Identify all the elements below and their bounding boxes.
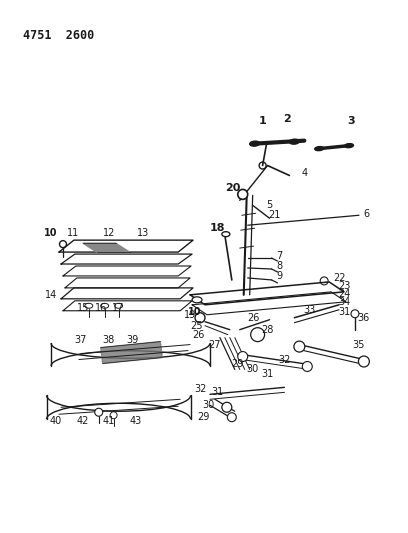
Text: 8: 8 — [277, 261, 283, 271]
Text: 9: 9 — [277, 271, 283, 281]
Text: 12: 12 — [102, 228, 115, 238]
Text: 21: 21 — [268, 210, 281, 220]
Ellipse shape — [302, 361, 312, 372]
Text: 22: 22 — [333, 273, 345, 283]
Ellipse shape — [222, 232, 230, 237]
Text: 23: 23 — [338, 281, 350, 291]
Text: 10: 10 — [44, 228, 58, 238]
Text: 31: 31 — [338, 307, 350, 317]
Ellipse shape — [251, 328, 264, 342]
Text: 5: 5 — [266, 200, 273, 211]
Text: 30: 30 — [246, 365, 259, 375]
Text: 28: 28 — [262, 325, 274, 335]
Ellipse shape — [192, 297, 202, 303]
Text: 15: 15 — [77, 303, 89, 313]
Text: 4751  2600: 4751 2600 — [23, 29, 95, 42]
Text: 6: 6 — [364, 209, 370, 219]
Ellipse shape — [250, 141, 259, 146]
Ellipse shape — [238, 189, 248, 199]
Text: 18: 18 — [210, 223, 226, 233]
Text: 26: 26 — [192, 329, 204, 340]
Ellipse shape — [351, 310, 359, 318]
Ellipse shape — [227, 413, 236, 422]
Polygon shape — [101, 342, 162, 364]
Ellipse shape — [294, 341, 305, 352]
Text: 37: 37 — [75, 335, 87, 345]
Text: 3: 3 — [347, 116, 355, 126]
Text: 35: 35 — [353, 340, 365, 350]
Ellipse shape — [222, 402, 232, 412]
Text: 29: 29 — [232, 359, 244, 369]
Text: 27: 27 — [208, 340, 221, 350]
Text: 4: 4 — [301, 168, 307, 179]
Text: 2: 2 — [284, 114, 291, 124]
Text: 43: 43 — [129, 416, 142, 426]
Text: 1: 1 — [259, 116, 266, 126]
Text: 32: 32 — [194, 384, 206, 394]
Text: 36: 36 — [358, 313, 370, 323]
Text: 11: 11 — [67, 228, 79, 238]
Ellipse shape — [344, 143, 353, 148]
Ellipse shape — [95, 408, 103, 416]
Text: 25: 25 — [190, 321, 202, 330]
Text: 10: 10 — [188, 307, 202, 317]
Text: 39: 39 — [126, 335, 139, 345]
Text: 26: 26 — [248, 313, 260, 323]
Text: 16: 16 — [95, 303, 107, 313]
Text: 14: 14 — [45, 290, 57, 300]
Text: 41: 41 — [102, 416, 115, 426]
Text: 38: 38 — [102, 335, 115, 345]
Text: 24: 24 — [338, 289, 350, 299]
Text: 40: 40 — [50, 416, 62, 426]
Text: 42: 42 — [77, 416, 89, 426]
Text: 29: 29 — [197, 412, 209, 422]
Ellipse shape — [359, 356, 369, 367]
Text: 34: 34 — [338, 297, 350, 307]
Text: 32: 32 — [278, 354, 290, 365]
Text: 7: 7 — [276, 251, 283, 261]
Text: 19: 19 — [184, 310, 196, 320]
Text: 30: 30 — [202, 400, 214, 410]
Text: 13: 13 — [137, 228, 150, 238]
Text: 20: 20 — [225, 183, 240, 193]
Text: 31: 31 — [262, 369, 274, 379]
Ellipse shape — [238, 352, 248, 361]
Ellipse shape — [195, 313, 205, 322]
Ellipse shape — [315, 147, 324, 151]
Ellipse shape — [110, 411, 117, 419]
Text: 31: 31 — [212, 387, 224, 397]
Polygon shape — [83, 243, 129, 252]
Ellipse shape — [289, 139, 299, 144]
Text: 33: 33 — [303, 305, 315, 315]
Text: 17: 17 — [112, 303, 125, 313]
